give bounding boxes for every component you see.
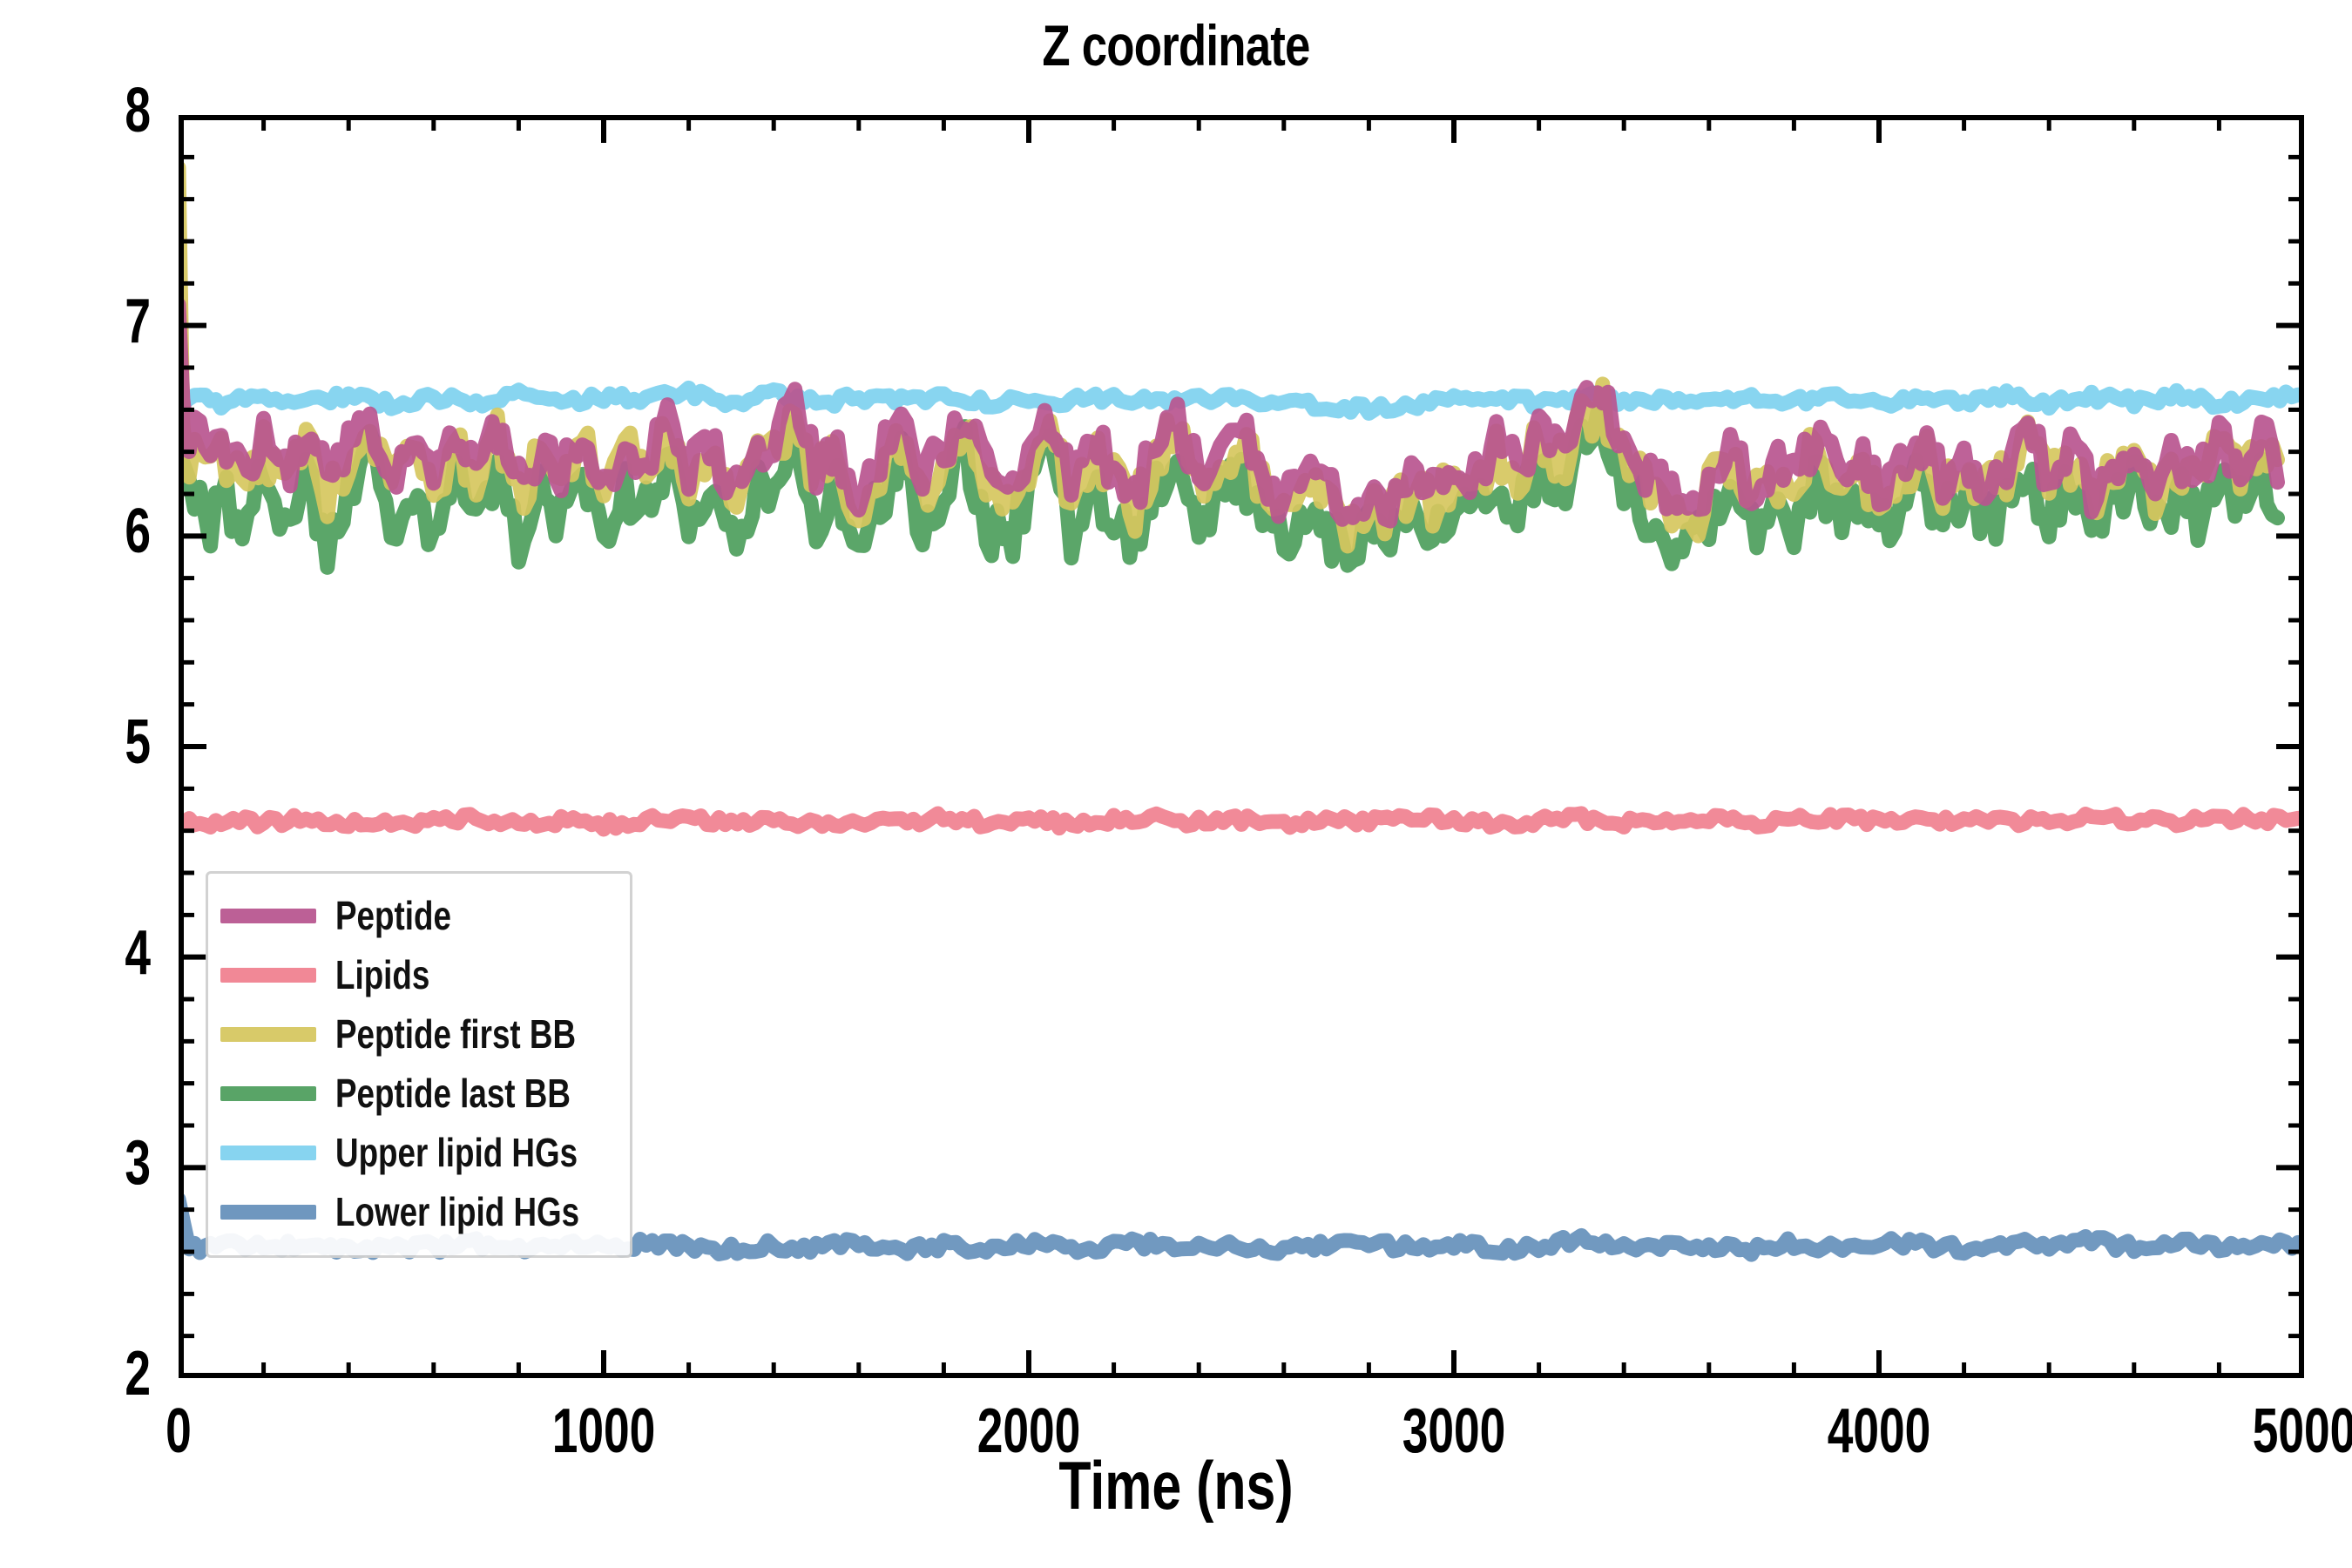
x-tick-label: 0	[166, 1396, 192, 1466]
legend-item-label: Lower lipid HGs	[335, 1189, 580, 1234]
x-tick-label: 2000	[977, 1396, 1081, 1466]
y-tick-label: 2	[125, 1339, 151, 1409]
series-layer	[179, 159, 2304, 1262]
chart-legend: Peptide Lipids Peptide first BB Peptide las…	[206, 871, 632, 1258]
legend-item-label: Peptide first BB	[335, 1011, 577, 1057]
legend-item[interactable]: Peptide first BB	[220, 1004, 621, 1064]
legend-item-label: Lipids	[335, 952, 430, 997]
x-tick-label: 1000	[551, 1396, 656, 1466]
y-tick-label: 7	[125, 286, 151, 356]
y-tick-label: 8	[125, 76, 151, 145]
legend-color-swatch	[220, 1085, 316, 1101]
legend-color-swatch	[220, 1204, 316, 1220]
axis-ticks-layer	[179, 115, 2304, 1378]
legend-color-swatch	[220, 967, 316, 983]
x-tick-label: 5000	[2252, 1396, 2352, 1466]
legend-item[interactable]: Lipids	[220, 945, 621, 1004]
y-tick-label: 6	[125, 497, 151, 567]
x-tick-label: 4000	[1827, 1396, 1931, 1466]
y-tick-label: 5	[125, 707, 151, 777]
legend-item-label: Peptide last BB	[335, 1071, 571, 1116]
legend-item-label: Upper lipid HGs	[335, 1130, 578, 1175]
legend-item-label: Peptide	[335, 893, 451, 938]
chart-title: Z coordinate	[1042, 13, 1310, 78]
plot-area	[179, 115, 2304, 1378]
series-line	[179, 297, 2285, 529]
x-axis-title: Time (ns)	[1058, 1447, 1294, 1524]
legend-item[interactable]: Peptide last BB	[220, 1064, 621, 1123]
legend-item[interactable]: Lower lipid HGs	[220, 1182, 621, 1241]
y-tick-label: 3	[125, 1128, 151, 1199]
series-line	[179, 405, 2285, 575]
y-axis-title: Z coordinate (nm)	[0, 0, 3, 745]
series-line	[179, 380, 2304, 421]
legend-color-swatch	[220, 1145, 316, 1160]
y-tick-label: 4	[125, 917, 151, 988]
x-tick-label: 3000	[1402, 1396, 1506, 1466]
series-line	[179, 806, 2304, 837]
legend-item[interactable]: Upper lipid HGs	[220, 1123, 621, 1182]
legend-color-swatch	[220, 1026, 316, 1042]
legend-item[interactable]: Peptide	[220, 886, 621, 945]
legend-color-swatch	[220, 908, 316, 923]
